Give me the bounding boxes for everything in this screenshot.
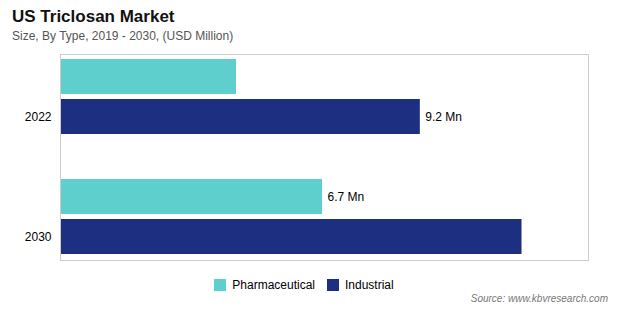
html-text:Pharmaceutical: Pharmaceutical bbox=[232, 277, 315, 292]
html-text:Industrial: Industrial bbox=[345, 277, 394, 292]
html-text:US Triclosan Market: US Triclosan Market bbox=[12, 7, 175, 26]
svg-text:2022: 2022 bbox=[25, 110, 52, 124]
html-text:Size, By Type, 2019 - 2030, (U: Size, By Type, 2019 - 2030, (USD Million… bbox=[12, 29, 234, 43]
svg-text:6.7 Mn: 6.7 Mn bbox=[328, 190, 365, 204]
svg-text:2030: 2030 bbox=[25, 230, 52, 244]
svg-text:9.2 Mn: 9.2 Mn bbox=[425, 110, 462, 124]
html-text:Source: www.kbvresearch.com: Source: www.kbvresearch.com bbox=[470, 293, 608, 304]
